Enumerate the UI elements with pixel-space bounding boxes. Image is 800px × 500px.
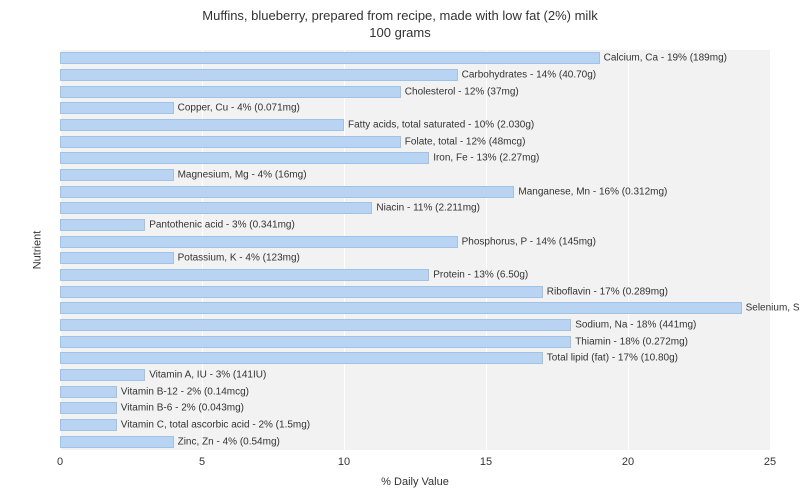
nutrient-bar	[60, 419, 117, 431]
nutrient-bar-label: Copper, Cu - 4% (0.071mg)	[178, 103, 300, 114]
nutrient-bar-label: Vitamin C, total ascorbic acid - 2% (1.5…	[121, 420, 310, 431]
nutrient-bar	[60, 152, 429, 164]
x-tick-label: 0	[57, 456, 63, 468]
nutrient-bar-label: Vitamin B-12 - 2% (0.14mcg)	[121, 386, 249, 397]
nutrient-bar	[60, 86, 401, 98]
nutrient-bar	[60, 302, 742, 314]
nutrient-bar	[60, 269, 429, 281]
grid-line	[770, 50, 771, 450]
nutrient-bar	[60, 186, 514, 198]
nutrient-bar	[60, 52, 600, 64]
y-axis-label: Nutrient	[31, 231, 43, 270]
nutrient-bar	[60, 169, 174, 181]
chart-title: Muffins, blueberry, prepared from recipe…	[0, 0, 800, 42]
nutrient-bar	[60, 119, 344, 131]
nutrient-bar	[60, 252, 174, 264]
x-tick-label: 5	[199, 456, 205, 468]
nutrient-bar-label: Pantothenic acid - 3% (0.341mg)	[149, 220, 295, 231]
nutrient-bar-label: Folate, total - 12% (48mcg)	[405, 136, 526, 147]
nutrient-bar-label: Vitamin B-6 - 2% (0.043mg)	[121, 403, 244, 414]
nutrient-bar	[60, 436, 174, 448]
nutrient-bar-label: Niacin - 11% (2.211mg)	[376, 203, 480, 214]
nutrient-bar	[60, 286, 543, 298]
nutrient-bar-label: Phosphorus, P - 14% (145mg)	[462, 236, 596, 247]
grid-line	[628, 50, 629, 450]
nutrient-bar-label: Manganese, Mn - 16% (0.312mg)	[518, 186, 667, 197]
nutrient-bar-label: Magnesium, Mg - 4% (16mg)	[178, 170, 307, 181]
nutrient-bar-label: Sodium, Na - 18% (441mg)	[575, 320, 696, 331]
nutrient-bar-label: Thiamin - 18% (0.272mg)	[575, 336, 688, 347]
nutrient-bar	[60, 319, 571, 331]
nutrient-chart: Muffins, blueberry, prepared from recipe…	[0, 0, 800, 500]
grid-line	[486, 50, 487, 450]
title-line-2: 100 grams	[369, 25, 430, 40]
nutrient-bar-label: Iron, Fe - 13% (2.27mg)	[433, 153, 539, 164]
x-tick-label: 15	[480, 456, 492, 468]
nutrient-bar	[60, 136, 401, 148]
nutrient-bar	[60, 236, 458, 248]
nutrient-bar-label: Selenium, Se - 24% (17.1mcg)	[746, 303, 800, 314]
nutrient-bar	[60, 102, 174, 114]
title-line-1: Muffins, blueberry, prepared from recipe…	[202, 8, 597, 23]
nutrient-bar	[60, 69, 458, 81]
nutrient-bar	[60, 219, 145, 231]
nutrient-bar-label: Protein - 13% (6.50g)	[433, 270, 528, 281]
x-tick-label: 20	[622, 456, 634, 468]
nutrient-bar-label: Zinc, Zn - 4% (0.54mg)	[178, 436, 280, 447]
x-axis-label: % Daily Value	[381, 476, 449, 488]
nutrient-bar-label: Calcium, Ca - 19% (189mg)	[604, 53, 727, 64]
nutrient-bar-label: Cholesterol - 12% (37mg)	[405, 86, 519, 97]
nutrient-bar	[60, 402, 117, 414]
nutrient-bar	[60, 336, 571, 348]
nutrient-bar	[60, 352, 543, 364]
nutrient-bar-label: Fatty acids, total saturated - 10% (2.03…	[348, 120, 534, 131]
x-tick-label: 10	[338, 456, 350, 468]
plot-area: Nutrient % Daily Value 0510152025Calcium…	[60, 50, 770, 450]
nutrient-bar	[60, 202, 372, 214]
grid-line	[344, 50, 345, 450]
nutrient-bar-label: Total lipid (fat) - 17% (10.80g)	[547, 353, 678, 364]
nutrient-bar-label: Riboflavin - 17% (0.289mg)	[547, 286, 668, 297]
nutrient-bar	[60, 386, 117, 398]
nutrient-bar-label: Carbohydrates - 14% (40.70g)	[462, 70, 597, 81]
x-tick-label: 25	[764, 456, 776, 468]
nutrient-bar	[60, 369, 145, 381]
nutrient-bar-label: Potassium, K - 4% (123mg)	[178, 253, 300, 264]
nutrient-bar-label: Vitamin A, IU - 3% (141IU)	[149, 370, 266, 381]
